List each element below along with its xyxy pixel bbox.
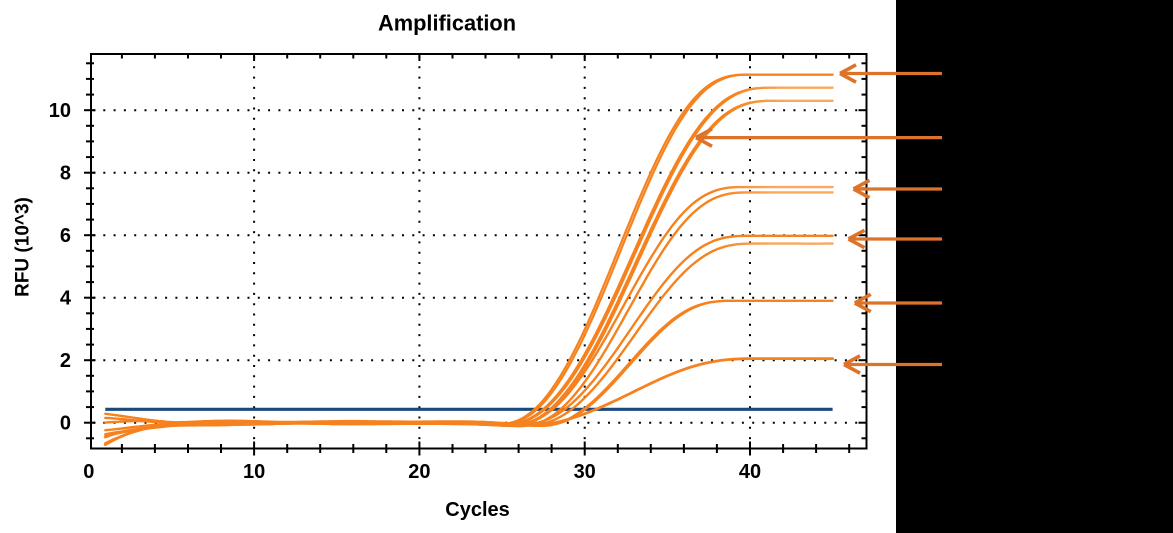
svg-text:Amplification: Amplification [378,11,516,36]
svg-text:40: 40 [739,461,761,483]
svg-text:8: 8 [60,163,71,185]
svg-text:4: 4 [60,288,72,310]
svg-text:Cycles: Cycles [445,499,510,521]
svg-text:RFU (10^3): RFU (10^3) [12,197,33,297]
svg-text:20: 20 [408,461,430,483]
svg-text:10: 10 [49,100,71,122]
svg-text:10: 10 [243,461,265,483]
svg-text:0: 0 [60,413,71,435]
svg-text:2: 2 [60,350,71,372]
svg-text:0: 0 [83,461,94,483]
svg-text:30: 30 [574,461,596,483]
svg-text:6: 6 [60,225,71,247]
